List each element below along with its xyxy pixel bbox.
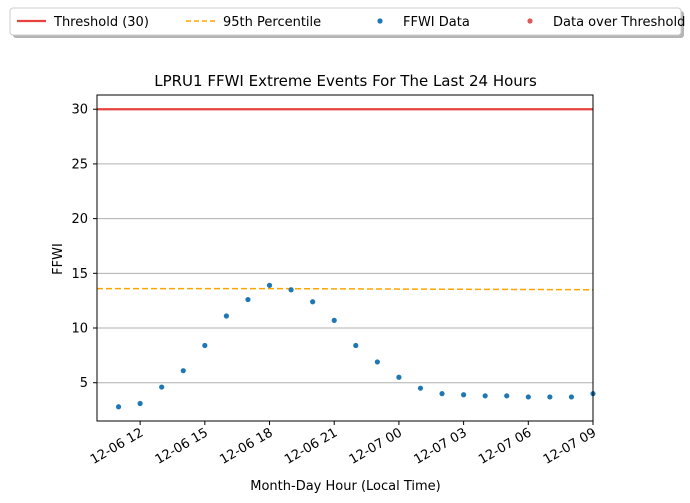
grid-lines xyxy=(97,108,593,384)
x-tick-label: 12-06 18 xyxy=(217,425,275,467)
legend-item: FFWI Data xyxy=(377,15,470,30)
x-tick-label: 12-07 03 xyxy=(411,425,469,467)
y-tick-label: 5 xyxy=(80,376,88,391)
legend-label: Data over Threshold xyxy=(553,15,685,30)
ffwi-data-point xyxy=(417,385,424,391)
y-tick-label: 10 xyxy=(71,322,88,337)
legend-item: 95th Percentile xyxy=(186,15,321,30)
y-tick-label: 20 xyxy=(71,212,88,227)
chart-title: LPRU1 FFWI Extreme Events For The Last 2… xyxy=(154,72,537,90)
ffwi-data-point xyxy=(223,313,229,319)
ffwi-data-point xyxy=(202,342,208,349)
ffwi-data-point xyxy=(482,393,488,399)
ffwi-data-point xyxy=(396,374,402,380)
x-tick-label: 12-07 00 xyxy=(347,425,405,467)
ffwi-data-point xyxy=(115,404,122,410)
ffwi-data-point xyxy=(568,394,575,400)
legend-label: 95th Percentile xyxy=(223,15,321,30)
legend-swatch-marker xyxy=(527,18,533,24)
ffwi-data-point xyxy=(310,299,316,305)
x-axis: 12-06 12 12-06 15 12-06 18 12-06 21 12-07 00… xyxy=(88,421,599,468)
ffwi-data-point xyxy=(461,392,467,398)
y-tick-label: 30 xyxy=(71,103,88,118)
y-tick-label: 15 xyxy=(71,267,88,282)
x-axis-label: Month-Day Hour (Local Time) xyxy=(250,479,440,494)
y-axis: 5 10 15 20 25 30 xyxy=(71,103,97,391)
x-tick-label: 12-07 06 xyxy=(476,425,534,467)
ffwi-data-point xyxy=(504,393,510,399)
ffwi-data-point xyxy=(331,317,337,323)
legend-label: Threshold (30) xyxy=(53,15,149,30)
ffwi-data-point xyxy=(353,342,359,349)
ffwi-data-point xyxy=(180,368,186,374)
legend-item: Threshold (30) xyxy=(17,15,149,30)
ffwi-data-point xyxy=(439,391,445,397)
ffwi-data-point xyxy=(245,296,251,303)
plot-frame xyxy=(96,94,594,422)
x-tick-label: 12-06 12 xyxy=(88,425,146,467)
ffwi-data-point xyxy=(266,282,273,288)
ffwi-data-point xyxy=(159,384,165,390)
percentile-95-line xyxy=(97,287,594,291)
x-tick-label: 12-06 15 xyxy=(153,425,211,467)
legend-swatch-marker xyxy=(377,18,383,24)
legend-item: Data over Threshold xyxy=(527,15,685,30)
y-tick-label: 25 xyxy=(71,157,88,172)
ffwi-data-point xyxy=(525,394,531,400)
legend-label: FFWI Data xyxy=(403,15,470,30)
y-axis-label: FFWI xyxy=(51,243,66,275)
legend-frame xyxy=(9,7,682,36)
legend: Threshold (30) 95th Percentile FFWI Data Da… xyxy=(9,7,685,38)
plot-area xyxy=(96,94,596,422)
x-tick-label: 12-06 21 xyxy=(282,425,340,467)
ffwi-data-point xyxy=(374,359,380,365)
x-tick-label: 12-07 09 xyxy=(541,425,599,467)
ffwi-data-point xyxy=(547,394,553,400)
ffwi-data-point xyxy=(137,400,143,407)
ffwi-data-point xyxy=(288,287,294,293)
